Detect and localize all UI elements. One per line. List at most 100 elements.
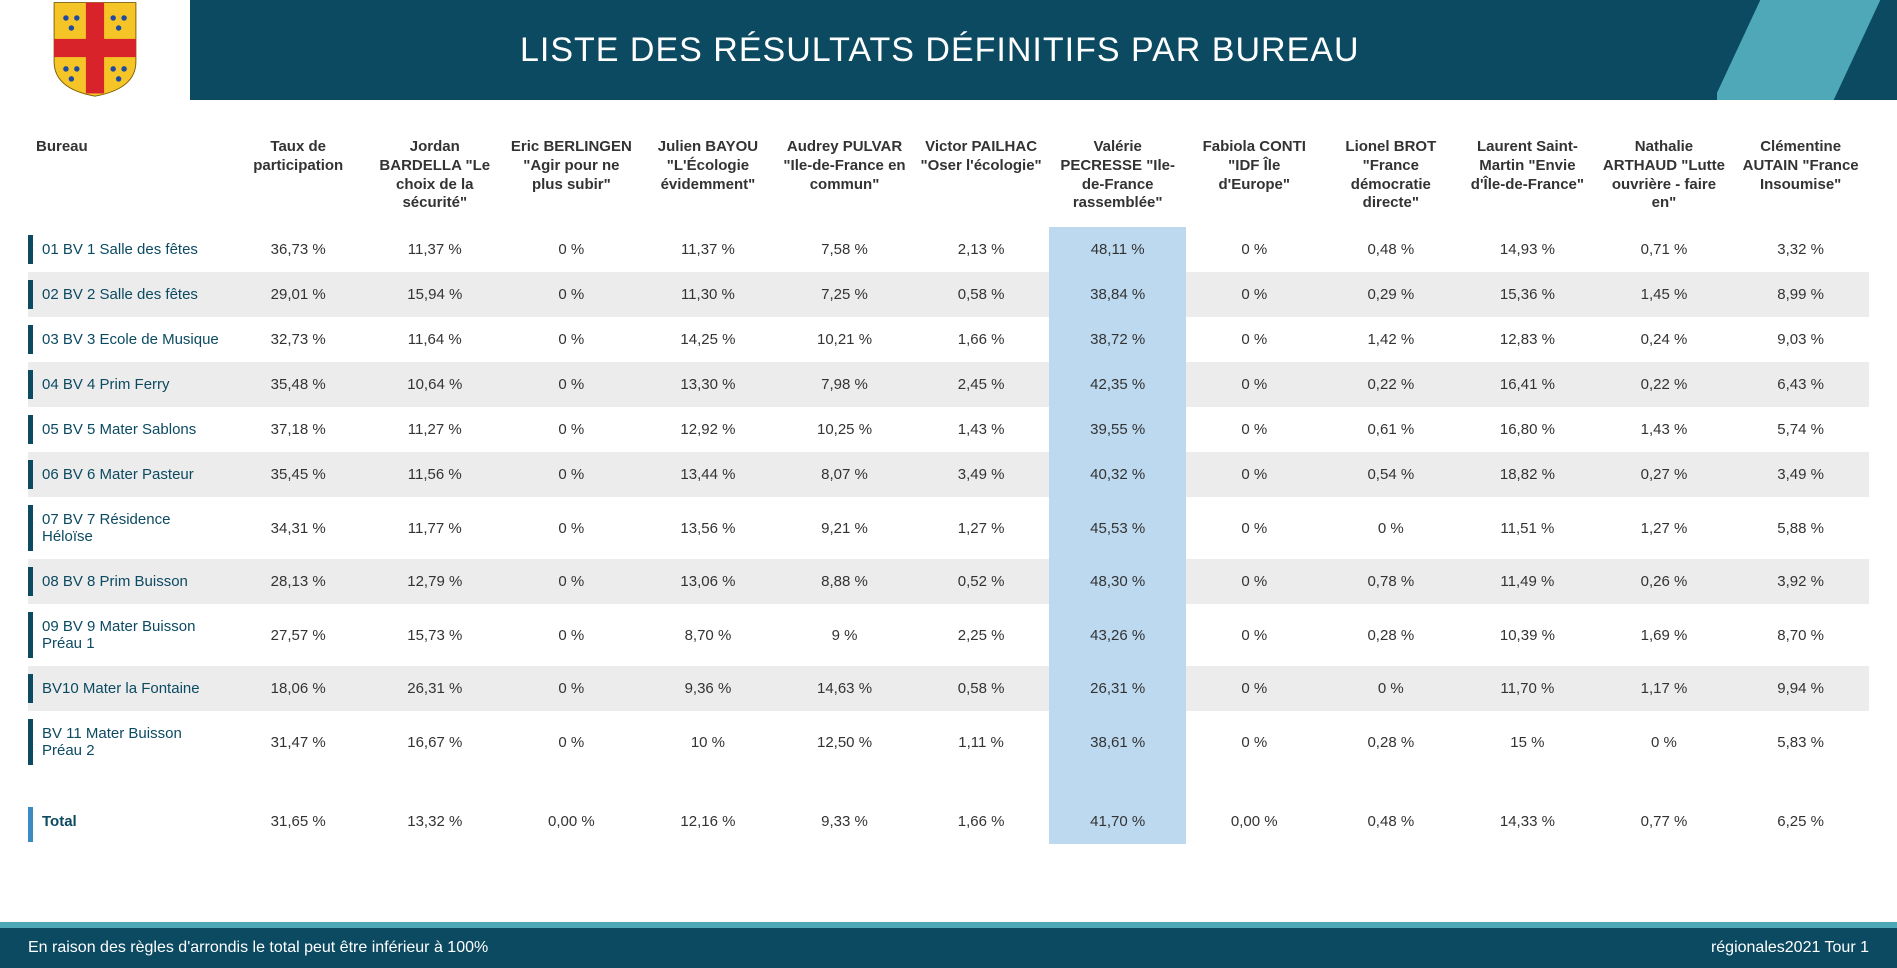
col-header: Nathalie ARTHAUD "Lutte ouvrière - faire… (1596, 130, 1733, 227)
bureau-label: 01 BV 1 Salle des fêtes (28, 227, 230, 272)
table-row: 05 BV 5 Mater Sablons37,18 %11,27 %0 %12… (28, 407, 1869, 452)
crest-icon (45, 0, 145, 103)
table-row: 09 BV 9 Mater Buisson Préau 127,57 %15,7… (28, 604, 1869, 666)
table-row: 01 BV 1 Salle des fêtes36,73 %11,37 %0 %… (28, 227, 1869, 272)
col-header: Eric BERLINGEN "Agir pour ne plus subir" (503, 130, 640, 227)
cell: 11,37 % (640, 227, 777, 272)
cell: 6,43 % (1732, 362, 1869, 407)
cell: 0 % (503, 666, 640, 711)
bureau-label: 02 BV 2 Salle des fêtes (28, 272, 230, 317)
bureau-label: 05 BV 5 Mater Sablons (28, 407, 230, 452)
cell: 14,93 % (1459, 227, 1596, 272)
cell: 38,84 % (1049, 272, 1186, 317)
cell: 0 % (503, 227, 640, 272)
bureau-label: BV10 Mater la Fontaine (28, 666, 230, 711)
cell: 42,35 % (1049, 362, 1186, 407)
cell: 43,26 % (1049, 604, 1186, 666)
cell: 35,45 % (230, 452, 367, 497)
cell: 0,29 % (1323, 272, 1460, 317)
cell: 0 % (1186, 559, 1323, 604)
bureau-label: 06 BV 6 Mater Pasteur (28, 452, 230, 497)
table-row: 06 BV 6 Mater Pasteur35,45 %11,56 %0 %13… (28, 452, 1869, 497)
bureau-label: 08 BV 8 Prim Buisson (28, 559, 230, 604)
cell: 38,72 % (1049, 317, 1186, 362)
cell: 8,70 % (1732, 604, 1869, 666)
total-cell: 12,16 % (640, 773, 777, 844)
cell: 1,27 % (1596, 497, 1733, 559)
cell: 12,92 % (640, 407, 777, 452)
col-header: Valérie PECRESSE "Ile-de-France rassembl… (1049, 130, 1186, 227)
bureau-label: BV 11 Mater Buisson Préau 2 (28, 711, 230, 773)
cell: 40,32 % (1049, 452, 1186, 497)
cell: 45,53 % (1049, 497, 1186, 559)
cell: 0,28 % (1323, 604, 1460, 666)
total-cell: 6,25 % (1732, 773, 1869, 844)
footer: En raison des règles d'arrondis le total… (0, 922, 1897, 968)
cell: 11,37 % (366, 227, 503, 272)
cell: 11,77 % (366, 497, 503, 559)
page-title: LISTE DES RÉSULTATS DÉFINITIFS PAR BUREA… (520, 31, 1360, 70)
cell: 38,61 % (1049, 711, 1186, 773)
cell: 0 % (1186, 407, 1323, 452)
cell: 8,99 % (1732, 272, 1869, 317)
cell: 31,47 % (230, 711, 367, 773)
cell: 0 % (503, 559, 640, 604)
cell: 13,06 % (640, 559, 777, 604)
cell: 2,13 % (913, 227, 1050, 272)
cell: 15 % (1459, 711, 1596, 773)
cell: 26,31 % (1049, 666, 1186, 711)
cell: 15,94 % (366, 272, 503, 317)
cell: 8,70 % (640, 604, 777, 666)
cell: 1,42 % (1323, 317, 1460, 362)
cell: 0,22 % (1323, 362, 1460, 407)
cell: 7,58 % (776, 227, 913, 272)
table-row: 02 BV 2 Salle des fêtes29,01 %15,94 %0 %… (28, 272, 1869, 317)
col-header: Jordan BARDELLA "Le choix de la sécurité… (366, 130, 503, 227)
cell: 1,66 % (913, 317, 1050, 362)
content: BureauTaux de participationJordan BARDEL… (0, 100, 1897, 844)
cell: 32,73 % (230, 317, 367, 362)
bureau-label: 07 BV 7 Résidence Héloïse (28, 497, 230, 559)
cell: 7,25 % (776, 272, 913, 317)
cell: 12,50 % (776, 711, 913, 773)
cell: 1,43 % (1596, 407, 1733, 452)
cell: 1,43 % (913, 407, 1050, 452)
cell: 36,73 % (230, 227, 367, 272)
col-header: Clémentine AUTAIN "France Insoumise" (1732, 130, 1869, 227)
total-label: Total (28, 773, 230, 844)
table-row: 04 BV 4 Prim Ferry35,48 %10,64 %0 %13,30… (28, 362, 1869, 407)
cell: 0 % (1596, 711, 1733, 773)
total-cell: 0,00 % (503, 773, 640, 844)
cell: 1,69 % (1596, 604, 1733, 666)
cell: 13,30 % (640, 362, 777, 407)
cell: 0 % (503, 407, 640, 452)
bureau-label: 04 BV 4 Prim Ferry (28, 362, 230, 407)
cell: 0 % (1186, 497, 1323, 559)
total-cell: 0,77 % (1596, 773, 1733, 844)
cell: 0,78 % (1323, 559, 1460, 604)
cell: 12,79 % (366, 559, 503, 604)
cell: 0 % (1186, 272, 1323, 317)
cell: 35,48 % (230, 362, 367, 407)
total-cell: 1,66 % (913, 773, 1050, 844)
cell: 34,31 % (230, 497, 367, 559)
cell: 3,92 % (1732, 559, 1869, 604)
cell: 1,11 % (913, 711, 1050, 773)
cell: 0,54 % (1323, 452, 1460, 497)
cell: 16,41 % (1459, 362, 1596, 407)
cell: 13,56 % (640, 497, 777, 559)
cell: 8,07 % (776, 452, 913, 497)
cell: 0 % (503, 711, 640, 773)
cell: 15,73 % (366, 604, 503, 666)
cell: 0,58 % (913, 272, 1050, 317)
table-row: BV10 Mater la Fontaine18,06 %26,31 %0 %9… (28, 666, 1869, 711)
table-row: 08 BV 8 Prim Buisson28,13 %12,79 %0 %13,… (28, 559, 1869, 604)
cell: 0 % (1323, 497, 1460, 559)
cell: 11,27 % (366, 407, 503, 452)
cell: 9,03 % (1732, 317, 1869, 362)
col-header: Laurent Saint-Martin "Envie d'Île-de-Fra… (1459, 130, 1596, 227)
cell: 0 % (1186, 362, 1323, 407)
total-cell: 13,32 % (366, 773, 503, 844)
col-header: Lionel BROT "France démocratie directe" (1323, 130, 1460, 227)
cell: 0,22 % (1596, 362, 1733, 407)
